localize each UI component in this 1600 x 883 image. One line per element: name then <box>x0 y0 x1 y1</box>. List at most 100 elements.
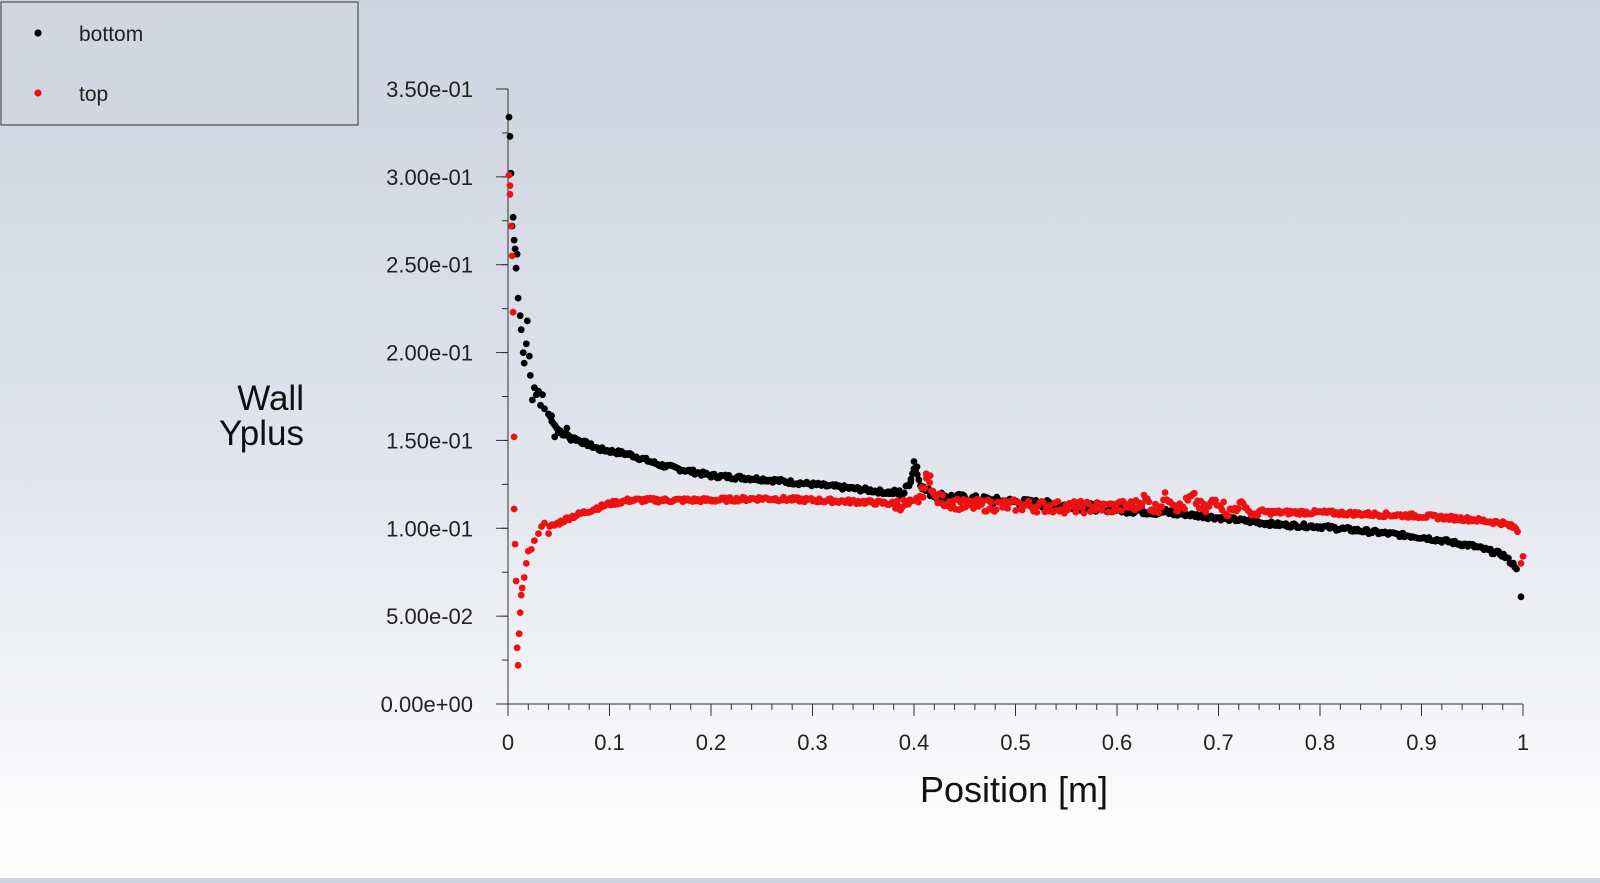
point-top <box>1517 560 1525 567</box>
point-top <box>939 491 946 499</box>
point-bottom <box>520 359 528 367</box>
point-top <box>1181 505 1188 513</box>
point-top <box>1139 500 1146 507</box>
point-top <box>1104 508 1112 516</box>
point-top <box>515 630 523 638</box>
point-bottom <box>563 424 571 432</box>
point-top <box>548 521 555 529</box>
point-bottom <box>910 458 918 465</box>
point-top <box>1161 489 1169 496</box>
point-top <box>507 222 515 230</box>
legend-box <box>0 1 359 126</box>
point-bottom <box>522 340 530 348</box>
point-bottom <box>523 317 531 325</box>
point-bottom <box>529 396 536 404</box>
point-top <box>508 252 516 260</box>
point-top <box>1064 506 1072 514</box>
point-bottom <box>1517 593 1525 601</box>
point-top <box>1202 508 1210 516</box>
point-bottom <box>555 426 563 434</box>
series-layer <box>505 113 1527 669</box>
point-bottom <box>526 372 534 379</box>
x-tick-label: 0.1 <box>594 730 625 755</box>
y-tick-label: 1.00e-01 <box>386 516 473 541</box>
point-top <box>514 661 522 669</box>
point-top <box>1158 503 1166 511</box>
point-bottom <box>517 326 525 334</box>
x-tick-label: 0.2 <box>696 730 727 755</box>
point-bottom <box>509 213 517 221</box>
point-bottom <box>514 294 522 302</box>
point-top <box>1085 500 1093 508</box>
point-top <box>1025 497 1033 505</box>
point-top <box>1078 504 1086 512</box>
point-top <box>1091 506 1099 514</box>
y-tick-label: 2.50e-01 <box>386 253 473 278</box>
series-top <box>505 171 1527 669</box>
point-bottom <box>512 264 520 272</box>
point-top <box>522 560 530 567</box>
point-top <box>926 479 933 486</box>
point-top <box>527 546 535 553</box>
point-top <box>1155 509 1162 517</box>
y-tick-label: 3.50e-01 <box>386 77 473 102</box>
point-bottom <box>559 431 567 439</box>
x-axis: 0 0.1 0.2 0.3 0.4 0.5 0.6 0.7 0.8 0.9 1 <box>502 703 1529 755</box>
x-tick-label: 0.3 <box>797 730 828 755</box>
series-bottom <box>505 113 1525 601</box>
x-tick-label: 0.5 <box>1000 730 1031 755</box>
point-top <box>1514 528 1521 536</box>
point-top <box>1234 505 1242 513</box>
point-bottom <box>1513 565 1520 573</box>
point-top <box>512 577 520 585</box>
x-axis-label: Position [m] <box>920 769 1108 810</box>
point-bottom <box>506 133 514 140</box>
y-axis: 0.00e+00 5.00e-02 1.00e-01 1.50e-01 2.00e-01… <box>381 77 509 717</box>
y-axis-label-line-2: Yplus <box>219 414 304 453</box>
point-bottom <box>525 352 533 360</box>
point-bottom <box>900 489 908 497</box>
point-top <box>1220 498 1227 506</box>
x-tick-label: 0.7 <box>1203 730 1234 755</box>
point-top <box>1145 498 1153 506</box>
y-tick-label: 0.00e+00 <box>381 692 473 717</box>
point-top <box>505 171 513 179</box>
point-top <box>1080 509 1088 517</box>
point-bottom <box>510 236 518 244</box>
x-tick-label: 0.6 <box>1102 730 1133 755</box>
point-top <box>893 497 901 505</box>
point-top <box>987 498 995 506</box>
point-top <box>520 574 528 581</box>
y-tick-label: 5.00e-02 <box>386 604 473 629</box>
point-bottom <box>519 349 527 356</box>
point-bottom <box>913 463 921 471</box>
legend-marker-top <box>34 89 42 97</box>
y-axis-label-line-1: Wall <box>237 379 304 418</box>
x-tick-label: 0.4 <box>899 730 930 755</box>
point-top <box>1190 489 1198 497</box>
point-bottom <box>913 471 921 478</box>
point-top <box>1212 496 1219 504</box>
point-top <box>1117 507 1125 514</box>
point-top <box>1004 505 1011 512</box>
point-top <box>918 484 926 492</box>
point-top <box>516 609 524 616</box>
point-top <box>531 537 538 544</box>
legend-marker-bottom <box>34 29 42 37</box>
y-tick-label: 2.00e-01 <box>386 341 473 366</box>
x-tick-label: 0.9 <box>1406 730 1437 755</box>
point-bottom <box>539 391 546 399</box>
point-top <box>509 308 517 316</box>
point-top <box>513 644 521 652</box>
point-top <box>545 530 552 537</box>
point-bottom <box>915 476 923 484</box>
point-bottom <box>551 433 559 441</box>
point-top <box>929 489 937 497</box>
point-top <box>541 519 548 527</box>
point-bottom <box>548 412 555 420</box>
point-bottom <box>516 312 524 320</box>
point-top <box>506 191 514 198</box>
point-top <box>510 505 518 513</box>
